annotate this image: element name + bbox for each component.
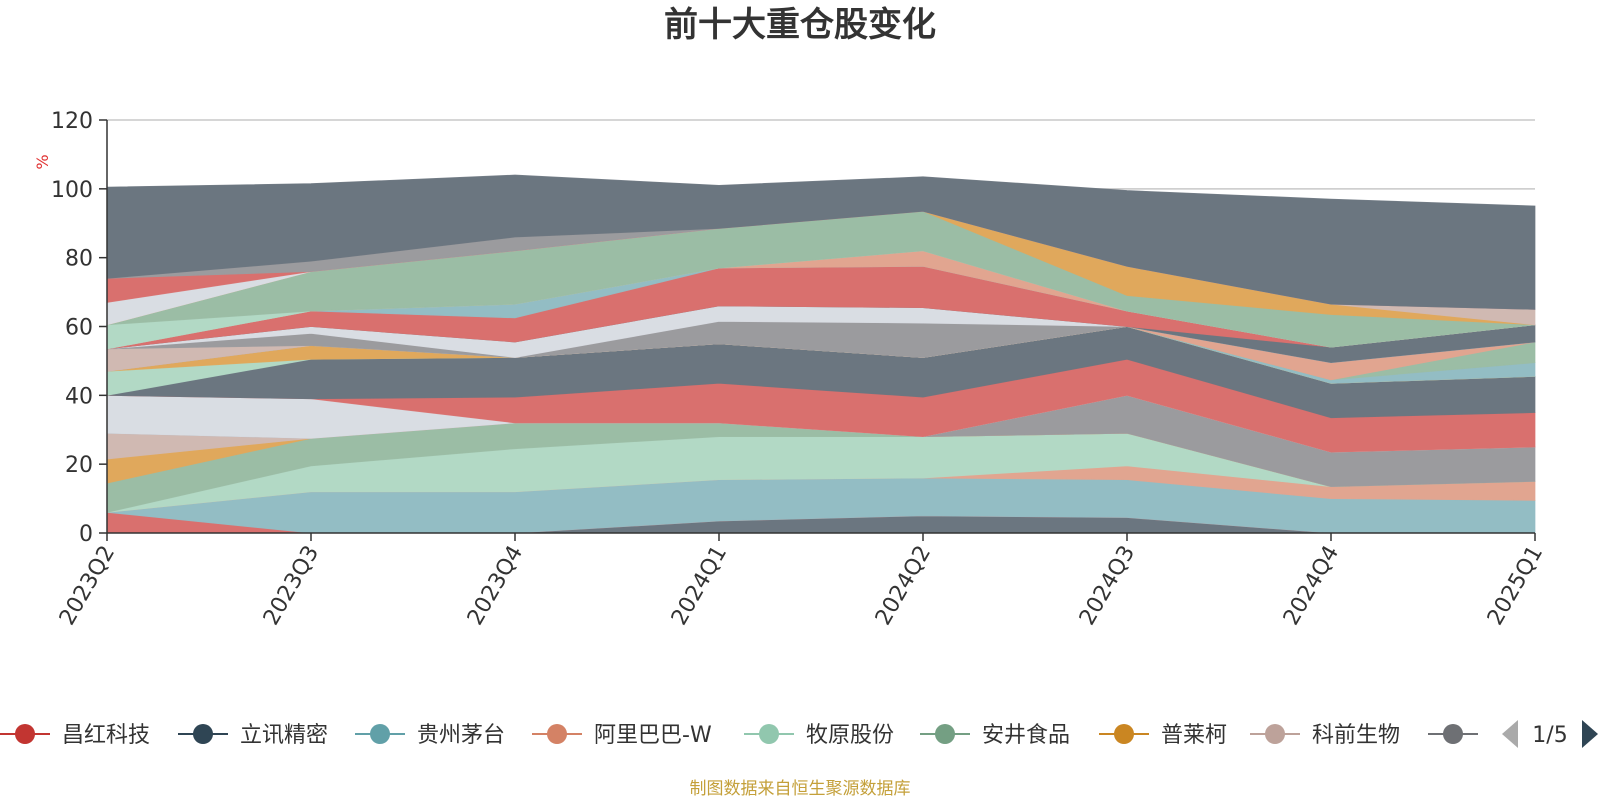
legend-marker-icon bbox=[370, 724, 390, 744]
legend-label: 牧原股份 bbox=[806, 723, 894, 748]
legend-marker-icon bbox=[935, 724, 955, 744]
legend-item[interactable] bbox=[1428, 724, 1478, 744]
y-tick-label: 20 bbox=[65, 453, 93, 478]
y-tick-label: 0 bbox=[79, 522, 93, 547]
legend-page-indicator: 1/5 bbox=[1532, 723, 1567, 748]
legend-marker-icon bbox=[1114, 724, 1134, 744]
y-tick-label: 120 bbox=[51, 109, 93, 134]
legend-label: 昌红科技 bbox=[62, 723, 150, 748]
legend-marker-icon bbox=[1265, 724, 1285, 744]
x-tick-label: 2024Q4 bbox=[1279, 542, 1344, 630]
area-series-31 bbox=[106, 174, 1536, 310]
legend-item[interactable]: 安井食品 bbox=[920, 723, 1070, 748]
y-tick-label: 40 bbox=[65, 384, 93, 409]
x-tick-label: 2023Q4 bbox=[463, 542, 528, 630]
legend-marker-icon bbox=[547, 724, 567, 744]
data-source-note: 制图数据来自恒生聚源数据库 bbox=[690, 779, 911, 799]
area-series-layer bbox=[106, 174, 1536, 534]
legend-next-page-icon[interactable] bbox=[1582, 720, 1598, 748]
legend-marker-icon bbox=[1443, 724, 1463, 744]
legend-item[interactable]: 普莱柯 bbox=[1099, 723, 1227, 748]
y-tick-label: 100 bbox=[51, 178, 93, 203]
y-tick-label: 60 bbox=[65, 316, 93, 341]
y-axis-unit-label: % bbox=[33, 154, 52, 169]
legend-label: 立讯精密 bbox=[240, 723, 328, 748]
legend-marker-icon bbox=[759, 724, 779, 744]
legend-label: 阿里巴巴-W bbox=[594, 723, 712, 748]
x-tick-label: 2024Q2 bbox=[871, 542, 936, 630]
x-tick-label: 2025Q1 bbox=[1483, 542, 1548, 630]
legend-item[interactable]: 牧原股份 bbox=[744, 723, 894, 748]
legend-item[interactable]: 科前生物 bbox=[1250, 723, 1400, 748]
legend-label: 普莱柯 bbox=[1161, 723, 1227, 748]
legend-item[interactable]: 阿里巴巴-W bbox=[532, 723, 712, 748]
legend-label: 科前生物 bbox=[1312, 723, 1400, 748]
x-tick-label: 2024Q1 bbox=[667, 542, 732, 630]
x-tick-label: 2023Q2 bbox=[55, 542, 120, 630]
legend-label: 安井食品 bbox=[982, 723, 1070, 748]
legend: 昌红科技 立讯精密 贵州茅台 阿里巴巴-W 牧原股份 安井食品 普莱柯 科前生物 1/5 bbox=[0, 720, 1598, 748]
legend-label: 贵州茅台 bbox=[417, 723, 505, 748]
x-tick-label: 2023Q3 bbox=[259, 542, 324, 630]
legend-marker-icon bbox=[15, 724, 35, 744]
legend-marker-icon bbox=[193, 724, 213, 744]
legend-item[interactable]: 昌红科技 bbox=[0, 723, 150, 748]
chart-title: 前十大重仓股变化 bbox=[664, 5, 936, 45]
legend-prev-page-icon[interactable] bbox=[1502, 720, 1518, 748]
x-tick-label: 2024Q3 bbox=[1075, 542, 1140, 630]
y-tick-label: 80 bbox=[65, 247, 93, 272]
legend-item[interactable]: 贵州茅台 bbox=[355, 723, 505, 748]
legend-item[interactable]: 立讯精密 bbox=[178, 723, 328, 748]
